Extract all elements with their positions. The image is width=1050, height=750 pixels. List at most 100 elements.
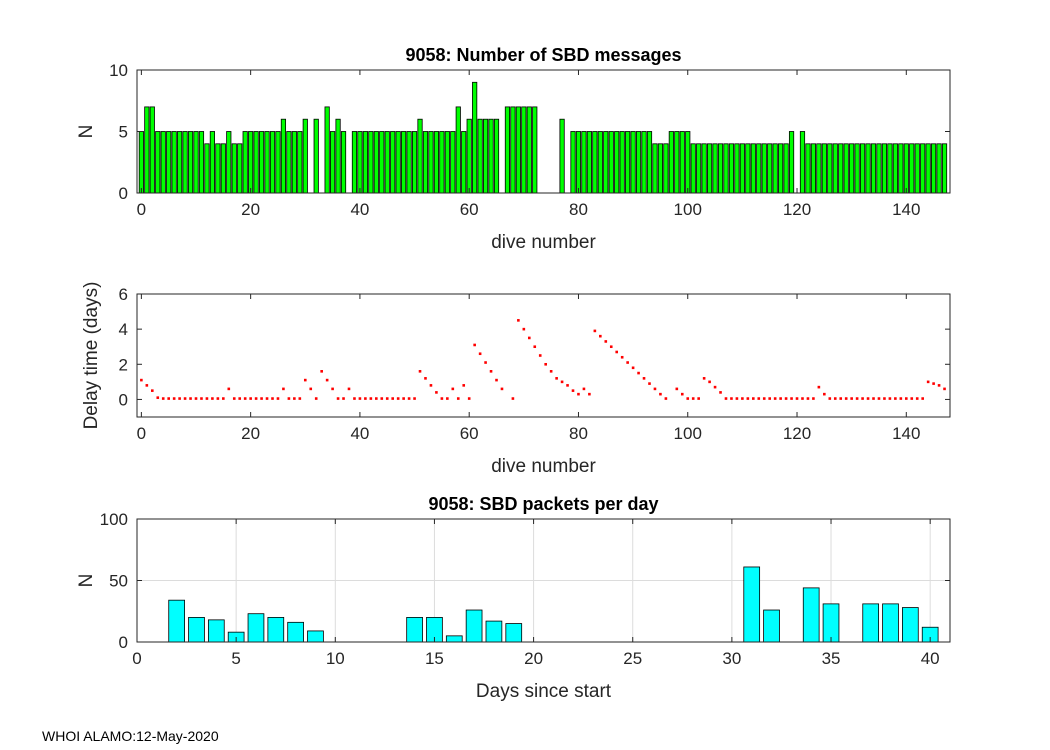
chart2-point: [440, 397, 444, 400]
chart2-point: [571, 389, 575, 392]
chart2-point: [626, 361, 629, 364]
chart1-bar: [663, 143, 669, 194]
chart2-point: [238, 397, 242, 400]
chart2-point: [227, 387, 231, 391]
chart2-point: [200, 397, 203, 400]
chart3-bar: [247, 613, 265, 643]
chart1-bar: [646, 131, 653, 194]
chart1-bar: [155, 131, 161, 194]
chart1-bar: [865, 143, 871, 194]
chart2-point: [850, 397, 853, 400]
chart2-point: [435, 391, 438, 394]
chart1-bar: [182, 131, 188, 194]
chart1-bar: [510, 106, 516, 194]
chart1-bar: [526, 106, 532, 194]
chart2-point: [331, 387, 334, 391]
chart1-bar: [231, 143, 237, 194]
chart2-point: [418, 370, 422, 373]
chart3-x-tick-label: 15: [425, 649, 444, 668]
chart2-point: [915, 397, 919, 400]
chart1-bar: [515, 106, 521, 194]
chart2-point: [735, 397, 739, 400]
chart1-bar: [477, 118, 483, 194]
chart1-bar: [881, 143, 888, 194]
chart1-bar: [428, 131, 434, 194]
chart2-point: [293, 397, 296, 400]
chart2-point: [686, 397, 690, 400]
chart1-bar: [444, 131, 450, 194]
chart2-point: [768, 397, 771, 400]
chart2-point: [926, 380, 930, 384]
chart2-point: [555, 377, 558, 380]
chart2-point: [937, 384, 941, 387]
chart3-title: 9058: SBD packets per day: [428, 494, 658, 514]
chart1-x-tick-label: 80: [569, 200, 588, 219]
chart2-point: [522, 327, 526, 331]
chart2-point: [762, 397, 766, 400]
chart1-bar: [335, 118, 341, 194]
chart1-bar: [892, 143, 898, 194]
chart1-x-tick-label: 100: [674, 200, 702, 219]
chart2-point: [161, 397, 165, 400]
chart1-bar: [242, 131, 248, 194]
chart2-point: [620, 355, 624, 359]
chart1-bar: [652, 143, 658, 194]
chart2-point: [560, 380, 564, 384]
chart2-point: [713, 385, 717, 389]
chart2-point: [615, 350, 619, 354]
chart1-bar: [368, 131, 374, 194]
chart1-bar: [193, 131, 199, 194]
chart1-bar: [685, 131, 691, 194]
chart1-bar: [783, 143, 789, 194]
chart1-bar: [799, 131, 806, 194]
chart1-bar: [171, 131, 177, 194]
chart2-x-tick-label: 100: [674, 424, 702, 443]
chart1-bar: [226, 131, 232, 194]
chart1-bar: [575, 131, 582, 194]
chart1-bar: [690, 143, 696, 194]
chart1-bar: [909, 143, 915, 194]
chart2-point: [194, 397, 198, 400]
chart2-point: [806, 397, 810, 400]
chart1-bar: [870, 143, 877, 194]
chart2-point: [839, 397, 843, 400]
chart3-bar: [505, 623, 523, 643]
chart1-bar: [898, 143, 904, 194]
chart2-point: [484, 361, 487, 364]
chart2-point: [211, 397, 214, 400]
chart1-bar: [433, 131, 439, 194]
chart2-point: [473, 343, 476, 347]
chart2-point: [358, 397, 362, 400]
chart1-bar: [532, 106, 538, 194]
chart1-bar: [330, 131, 336, 194]
chart1-x-tick-label: 140: [892, 200, 920, 219]
chart2-point: [336, 397, 340, 400]
chart2-point: [369, 397, 373, 400]
chart2-point: [402, 397, 405, 400]
chart2-point: [489, 370, 493, 373]
chart1-bar: [903, 143, 909, 194]
chart1-bar: [679, 131, 685, 194]
chart1-bar: [149, 106, 155, 194]
chart2-point: [375, 397, 378, 400]
chart2-point: [702, 377, 706, 380]
chart2-point: [642, 377, 646, 380]
chart3-bar: [882, 603, 899, 643]
chart2-point: [243, 397, 247, 400]
chart2-point: [347, 387, 351, 391]
chart1-bar: [728, 143, 735, 194]
chart1-bar: [422, 131, 429, 194]
chart1-bar: [641, 131, 647, 194]
chart1-bar: [286, 131, 292, 194]
chart2-point: [943, 387, 946, 391]
chart3-bar: [445, 635, 463, 643]
chart2-point: [904, 397, 908, 400]
chart2-point: [462, 384, 466, 387]
chart3-bar: [743, 566, 761, 643]
chart2-point: [189, 397, 192, 400]
chart2-point: [385, 397, 389, 400]
chart1-bar: [340, 131, 347, 194]
chart2-point: [156, 396, 160, 399]
chart2-point: [872, 397, 875, 400]
